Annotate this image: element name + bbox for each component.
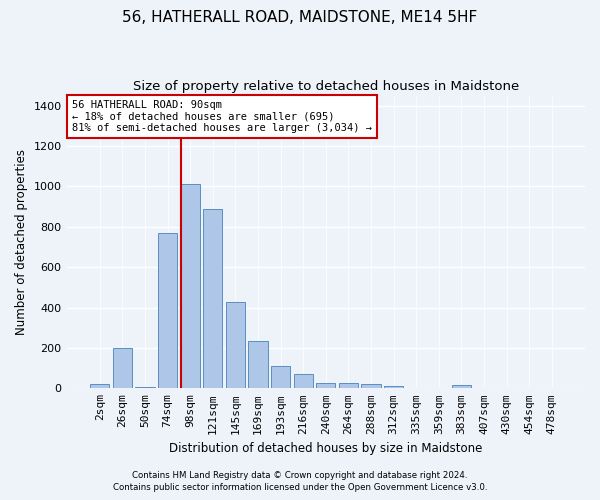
Bar (203, 208, 223, 388)
Bar (271, 366, 290, 388)
Text: 56 HATHERALL ROAD: 90sqm
← 18% of detached houses are smaller (695)
81% of semi-: 56 HATHERALL ROAD: 90sqm ← 18% of detach… (72, 100, 372, 133)
Bar (113, 348, 132, 389)
Bar (316, 384, 335, 388)
X-axis label: Distribution of detached houses by size in Maidstone: Distribution of detached houses by size … (169, 442, 482, 455)
Text: 56, HATHERALL ROAD, MAIDSTONE, ME14 5HF: 56, HATHERALL ROAD, MAIDSTONE, ME14 5HF (122, 10, 478, 25)
Bar (384, 386, 403, 388)
Text: Contains HM Land Registry data © Crown copyright and database right 2024.
Contai: Contains HM Land Registry data © Crown c… (113, 471, 487, 492)
Bar (361, 384, 380, 388)
Bar (226, 302, 245, 388)
Bar (339, 384, 358, 388)
Title: Size of property relative to detached houses in Maidstone: Size of property relative to detached ho… (133, 80, 519, 93)
Bar (90, 384, 109, 388)
Bar (452, 386, 471, 388)
Bar (181, 184, 200, 388)
Bar (248, 341, 268, 388)
Y-axis label: Number of detached properties: Number of detached properties (15, 149, 28, 335)
Bar (158, 233, 177, 388)
Bar (293, 374, 313, 388)
